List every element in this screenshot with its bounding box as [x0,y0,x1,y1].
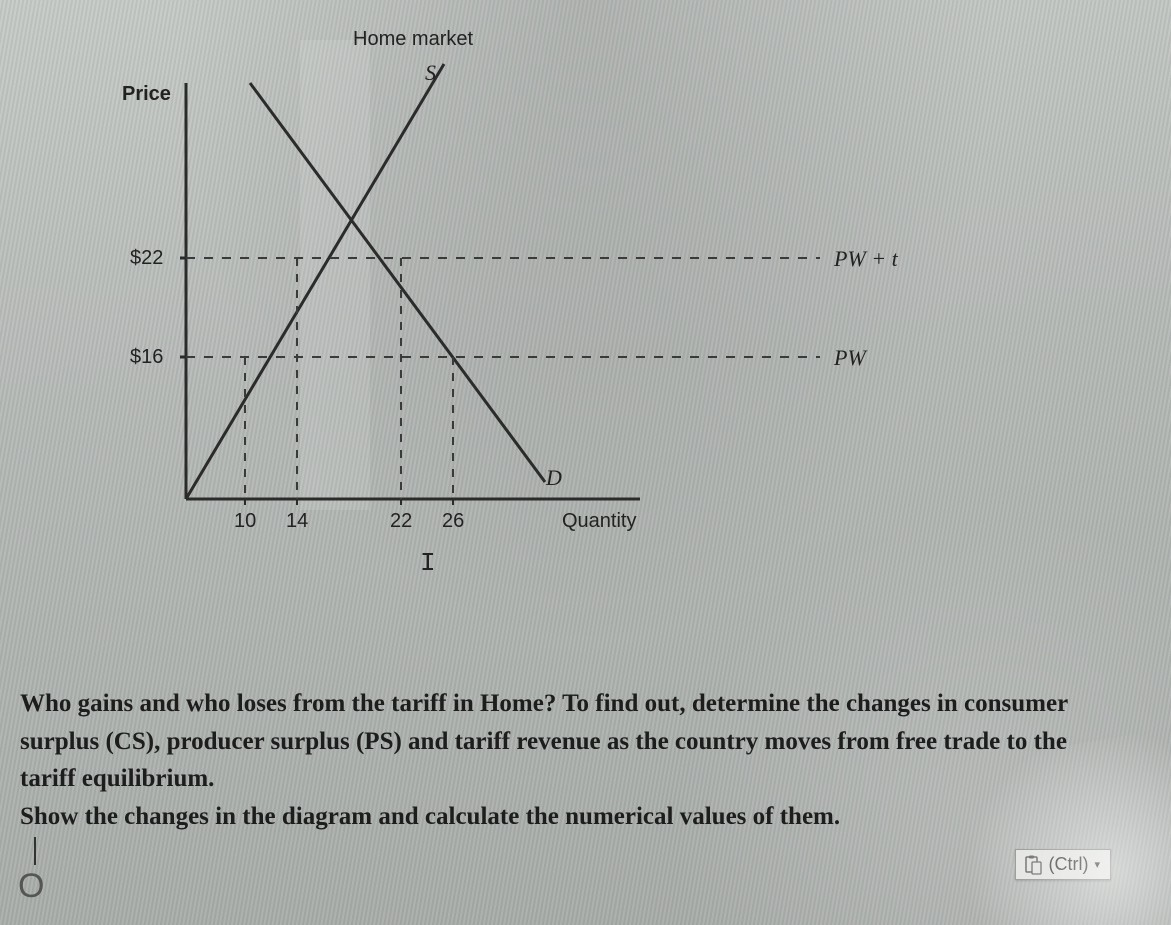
y-axis-label: Price [122,83,171,106]
question-line-3: tariff equilibrium. [20,765,214,792]
question-line-4: Show the changes in the diagram and calc… [20,803,840,830]
page-photo: Home market Price S $22 $16 PW + t PW D … [0,0,1171,925]
pw-label: PW [834,345,866,371]
x-tick-label-14: 14 [286,510,308,533]
question-line-2: surplus (CS), producer surplus (PS) and … [20,728,1067,755]
cursor-dot: O [18,878,44,895]
x-tick-label-10: 10 [234,510,256,533]
price-16-label: $16 [130,346,163,369]
question-line-1: Who gains and who loses from the tariff … [20,690,1068,717]
paste-options-button[interactable]: (Ctrl) ▾ [1015,849,1111,880]
dropdown-arrow-icon: ▾ [1094,858,1100,871]
x-tick-label-26: 26 [442,510,464,533]
imports-marker: I [420,548,436,578]
highlight-band [300,40,370,510]
chart-title: Home market [353,28,473,51]
clipboard-icon [1024,855,1042,875]
x-tick-label-22: 22 [390,510,412,533]
pw-plus-t-label: PW + t [834,246,898,272]
text-caret [34,837,36,865]
paste-options-label: (Ctrl) [1048,854,1088,875]
supply-label: S [425,60,436,86]
demand-label: D [546,465,562,491]
question-text: Who gains and who loses from the tariff … [20,685,1150,835]
price-22-label: $22 [130,247,163,270]
x-axis-label: Quantity [562,510,636,533]
